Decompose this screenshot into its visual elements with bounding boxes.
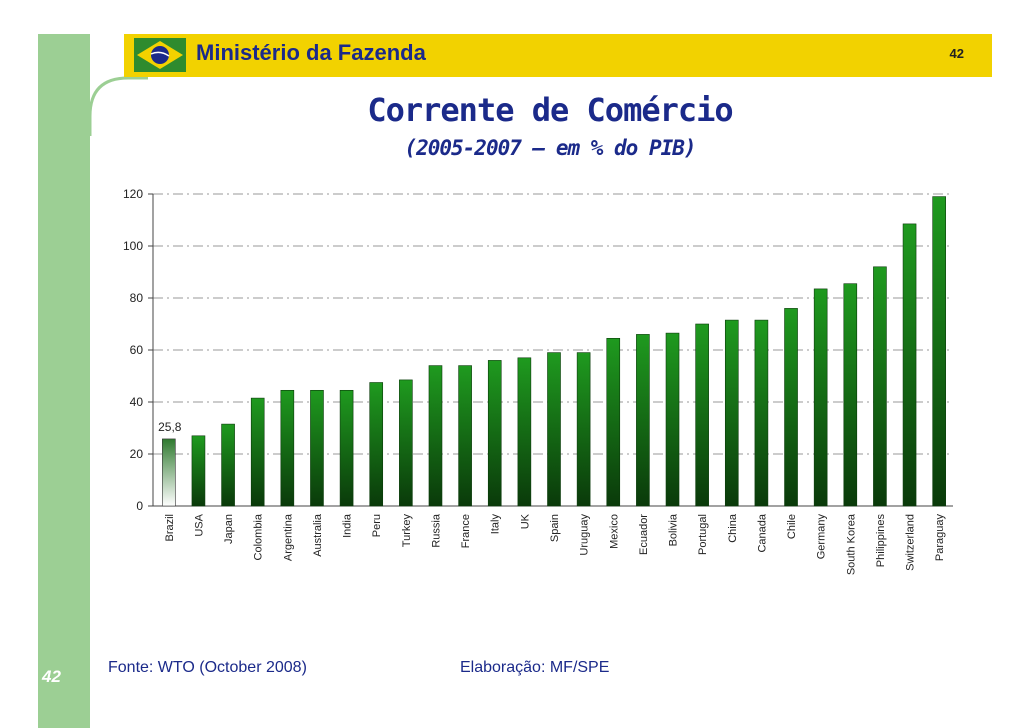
x-tick-label: Japan [223,514,235,544]
bar [636,334,650,507]
bar [576,352,591,507]
bar [784,308,798,507]
source-note: Fonte: WTO (October 2008) [108,659,307,676]
bar [547,352,561,507]
y-tick-label: 80 [130,291,144,305]
x-tick-label: Mexico [608,514,620,549]
x-tick-label: Brazil [164,514,176,542]
bar [339,389,354,507]
bar [162,438,176,507]
bar [606,337,621,507]
bar [369,382,384,507]
bar [310,389,324,507]
bar [191,435,206,507]
x-tick-label: China [727,513,739,543]
x-tick-label: South Korea [845,513,857,575]
x-tick-label: Italy [490,514,502,535]
x-tick-label: Ecuador [638,514,650,555]
x-tick-label: India [342,513,354,538]
x-tick-label: Paraguay [934,514,946,562]
x-tick-label: Uruguay [579,514,591,556]
bar [487,360,502,507]
x-tick-label: Argentina [282,513,294,561]
chart-subtitle: (2005-2007 – em % do PIB) [404,136,696,160]
bar [517,357,532,507]
x-tick-label: Portugal [697,514,709,555]
x-tick-label: UK [519,513,531,529]
y-tick-label: 40 [130,395,144,409]
chart-title: Corrente de Comércio [367,91,733,129]
bar [873,266,887,507]
x-tick-label: Chile [786,514,798,539]
bar [932,196,946,507]
bar [458,365,472,507]
y-tick-label: 120 [123,187,143,201]
bar [695,323,709,507]
x-tick-label: Australia [312,513,324,557]
x-tick-label: Canada [756,513,768,552]
x-tick-label: Bolivia [668,513,680,546]
y-tick-label: 60 [130,343,144,357]
brazil-flag-globe-icon [134,38,186,72]
bar [280,389,295,507]
bar [250,397,265,507]
x-tick-label: Turkey [401,514,413,548]
x-tick-label: Spain [549,514,561,542]
x-tick-label: France [460,514,472,548]
bar [665,332,680,507]
bar [902,223,917,507]
left-decorative-bar [38,34,90,728]
ministry-name: Ministério da Fazenda [196,40,426,65]
bar [399,379,413,507]
x-tick-label: Peru [371,514,383,537]
bar [724,319,739,507]
bar [754,319,769,507]
x-tick-label: Germany [816,514,828,560]
y-tick-label: 100 [123,239,143,253]
corner-curve [88,76,148,136]
bar [428,365,443,507]
x-tick-label: Switzerland [905,514,917,571]
page-number-bottom: 42 [42,667,61,686]
x-tick-label: Colombia [253,513,265,560]
header-bar [124,34,992,77]
y-tick-label: 0 [136,499,143,513]
y-tick-label: 20 [130,447,144,461]
page-number-top: 42 [949,46,964,61]
x-tick-label: USA [193,513,205,536]
x-tick-label: Russia [430,513,442,548]
bar [843,283,858,507]
bar [813,288,828,507]
bar [221,423,235,507]
x-tick-label: Philippines [875,514,887,568]
elaboration-note: Elaboração: MF/SPE [460,659,610,676]
data-label: 25,8 [158,420,182,434]
